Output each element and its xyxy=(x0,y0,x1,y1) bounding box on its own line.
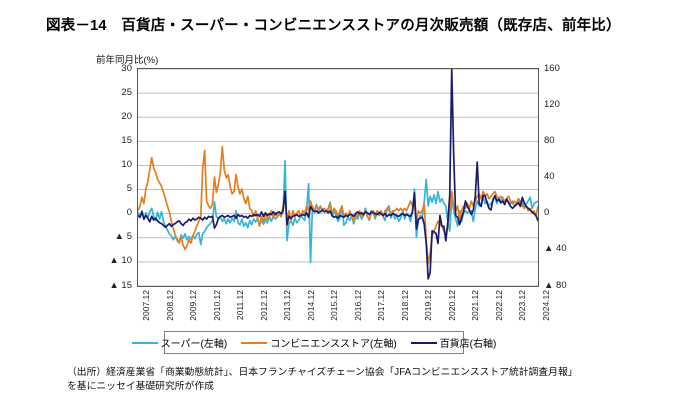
series-line-department xyxy=(138,69,538,280)
x-axis-tick-label: 2015.12 xyxy=(329,290,340,321)
left-axis-tick-label: 0 xyxy=(126,207,132,219)
x-axis-tick-label: 2021.12 xyxy=(470,290,481,321)
left-axis-tick-label: ▲ 10 xyxy=(109,255,132,267)
left-axis-tick-label: 15 xyxy=(121,134,132,146)
source-line-2: を基にニッセイ基礎研究所が作成 xyxy=(67,380,214,392)
legend: スーパー(左軸) コンビニエンスストア(左軸) 百貨店(右軸) xyxy=(131,331,496,354)
right-axis-tick-label: 80 xyxy=(544,134,555,146)
left-axis-tick-label: 20 xyxy=(121,110,132,122)
left-axis-tick-label: ▲ 15 xyxy=(109,279,132,291)
right-axis-tick-label: 120 xyxy=(544,98,560,110)
x-axis-tick-label: 2014.12 xyxy=(305,290,316,321)
x-axis-tick-label: 2016.12 xyxy=(352,290,363,321)
x-axis-tick-label: 2017.12 xyxy=(376,290,387,321)
x-axis-tick-label: 2013.12 xyxy=(282,290,293,321)
series-line-convenience xyxy=(138,145,538,265)
department-line-swatch xyxy=(410,341,437,344)
x-axis-tick-label: 2012.12 xyxy=(258,290,269,321)
x-axis-tick-label: 2007.12 xyxy=(141,290,151,321)
convenience-line-swatch xyxy=(241,341,268,344)
y-axis-title: 前年同月比(%) xyxy=(96,55,159,66)
legend-label-supermarket: スーパー(左軸) xyxy=(160,339,228,350)
chart-title: 図表－14 百貨店・スーパー・コンビニエンスストアの月次販売額（既存店、前年比） xyxy=(46,18,621,34)
x-axis-tick-label: 2024.12 xyxy=(541,290,551,321)
series-line-supermarket xyxy=(138,159,538,264)
source-note: （出所）経済産業省「商業動態統計」、日本フランチャイズチェーン協会「JFAコンビ… xyxy=(67,366,578,393)
right-axis-tick-label: 0 xyxy=(544,207,550,219)
right-axis-tick-label: 160 xyxy=(544,62,560,74)
left-axis-tick-label: 5 xyxy=(126,183,132,195)
plot-area xyxy=(137,68,539,287)
legend-item-supermarket: スーパー(左軸) xyxy=(131,335,228,350)
x-axis-tick-label: 2022.12 xyxy=(493,290,504,321)
left-axis-tick-label: 30 xyxy=(121,62,132,74)
left-axis-tick-label: ▲ 5 xyxy=(114,231,132,243)
right-axis-tick-label: ▲ 40 xyxy=(544,243,567,255)
x-axis-tick-label: 2018.12 xyxy=(399,290,410,321)
supermarket-line-swatch xyxy=(131,341,158,344)
x-axis-tick-label: 2023.12 xyxy=(517,290,528,321)
left-axis-tick-label: 25 xyxy=(121,86,132,98)
legend-item-convenience: コンビニエンスストア(左軸) xyxy=(241,335,397,350)
x-axis-tick-label: 2009.12 xyxy=(188,290,199,321)
right-axis-tick-label: ▲ 80 xyxy=(544,279,567,291)
chart-canvas xyxy=(138,69,538,286)
x-axis-tick-label: 2019.12 xyxy=(423,290,434,321)
x-axis-tick-label: 2020.12 xyxy=(446,290,457,321)
x-axis-tick-label: 2011.12 xyxy=(235,290,246,321)
x-axis-tick-label: 2010.12 xyxy=(211,290,222,321)
legend-item-department: 百貨店(右軸) xyxy=(410,335,497,350)
right-axis-tick-label: 40 xyxy=(544,171,555,182)
legend-label-convenience: コンビニエンスストア(左軸) xyxy=(270,339,397,350)
legend-label-department: 百貨店(右軸) xyxy=(439,339,497,350)
source-line-1: （出所）経済産業省「商業動態統計」、日本フランチャイズチェーン協会「JFAコンビ… xyxy=(67,367,578,378)
left-axis-tick-label: 10 xyxy=(121,158,132,170)
x-axis-tick-label: 2008.12 xyxy=(164,290,175,321)
